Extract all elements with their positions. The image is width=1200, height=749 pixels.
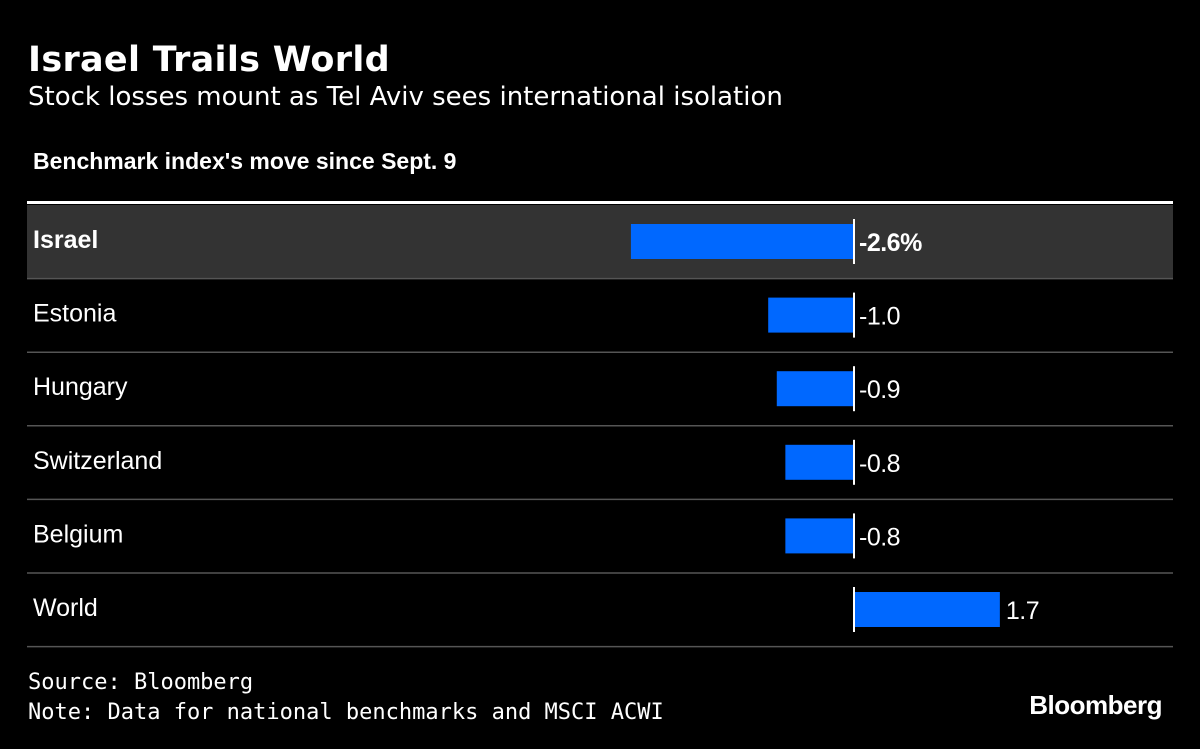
category-label: Switzerland bbox=[33, 447, 162, 475]
value-label: -0.8 bbox=[859, 523, 900, 551]
value-label: -2.6% bbox=[859, 229, 922, 257]
value-label: -0.8 bbox=[859, 450, 900, 478]
column-header: Benchmark index's move since Sept. 9 bbox=[33, 148, 457, 174]
highlight-row bbox=[27, 205, 1173, 279]
category-label: Estonia bbox=[33, 300, 116, 328]
value-label: -0.9 bbox=[859, 376, 900, 404]
value-label: -1.0 bbox=[859, 303, 900, 331]
category-label: Israel bbox=[33, 226, 98, 254]
bar-estonia bbox=[768, 297, 854, 333]
chart-subtitle: Stock losses mount as Tel Aviv sees inte… bbox=[28, 82, 783, 112]
bar-world bbox=[854, 592, 1000, 627]
bar-belgium bbox=[785, 518, 854, 554]
bloomberg-logo: Bloomberg bbox=[1029, 690, 1162, 720]
note-text: Note: Data for national benchmarks and M… bbox=[28, 700, 664, 725]
category-label: World bbox=[33, 594, 98, 622]
header-divider bbox=[27, 201, 1173, 204]
chart-title: Israel Trails World bbox=[28, 40, 390, 80]
bar-switzerland bbox=[785, 444, 854, 480]
footnote: Source: Bloomberg Note: Data for nationa… bbox=[28, 668, 664, 728]
bar-hungary bbox=[776, 371, 854, 407]
value-label: 1.7 bbox=[1006, 597, 1039, 625]
bar-israel bbox=[630, 224, 854, 259]
category-label: Belgium bbox=[33, 520, 123, 548]
source-text: Source: Bloomberg bbox=[28, 670, 254, 695]
category-label: Hungary bbox=[33, 373, 128, 401]
